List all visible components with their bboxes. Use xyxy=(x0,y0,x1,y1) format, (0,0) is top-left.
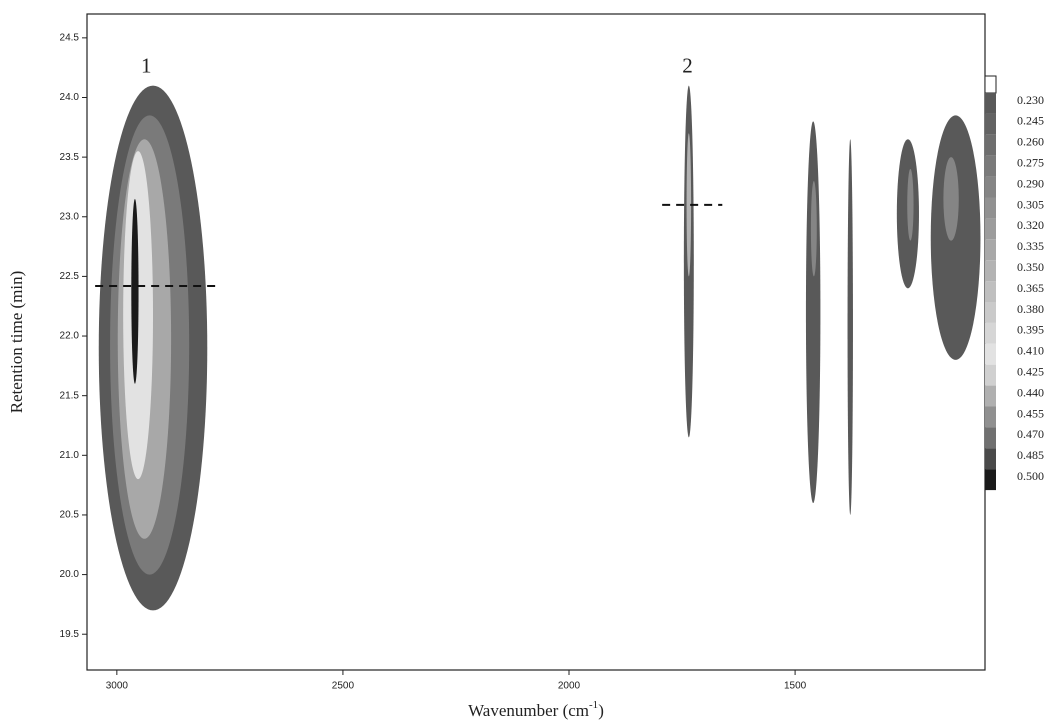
colorbar-segment xyxy=(985,155,996,177)
colorbar-label: 0.365 xyxy=(1017,281,1044,295)
colorbar-label: 0.245 xyxy=(1017,114,1044,128)
colorbar-segment xyxy=(985,113,996,135)
x-tick-label: 2000 xyxy=(558,681,581,692)
colorbar-segment xyxy=(985,260,996,282)
colorbar-label: 0.275 xyxy=(1017,155,1044,169)
contour-region xyxy=(810,180,817,277)
colorbar-label: 0.440 xyxy=(1017,385,1044,399)
colorbar-segment xyxy=(985,364,996,386)
colorbar-segment xyxy=(985,239,996,261)
colorbar-segment xyxy=(985,176,996,198)
x-tick-label: 2500 xyxy=(332,681,355,692)
colorbar-label: 0.260 xyxy=(1017,135,1044,149)
colorbar-label: 0.410 xyxy=(1017,344,1044,358)
y-axis-label: Retention time (min) xyxy=(7,271,26,414)
colorbar-segment xyxy=(985,93,996,114)
colorbar-segment xyxy=(985,302,996,323)
contour-region xyxy=(131,198,139,384)
colorbar-segment xyxy=(985,385,996,407)
x-label-sup: -1 xyxy=(589,699,598,711)
colorbar-segment xyxy=(985,427,996,449)
colorbar-label: 0.425 xyxy=(1017,364,1044,378)
contour-region xyxy=(686,133,692,277)
x-label-text: Wavenumber (cm xyxy=(468,701,589,720)
x-label-end: ) xyxy=(598,701,604,720)
colorbar-label: 0.380 xyxy=(1017,302,1044,316)
contour-region xyxy=(907,169,914,241)
y-tick-label: 23.5 xyxy=(60,152,80,163)
colorbar-label: 0.350 xyxy=(1017,260,1044,274)
colorbar-label: 0.500 xyxy=(1017,469,1044,483)
colorbar-blank xyxy=(984,75,997,94)
colorbar-label: 0.470 xyxy=(1017,427,1044,441)
y-tick-label: 22.0 xyxy=(60,331,80,342)
colorbar-segment xyxy=(985,134,996,156)
colorbar-label: 0.320 xyxy=(1017,218,1044,232)
colorbar-label: 0.230 xyxy=(1017,93,1044,107)
y-tick-label: 22.5 xyxy=(60,271,80,282)
y-tick-label: 24.0 xyxy=(60,92,80,103)
contour-region xyxy=(943,157,959,241)
y-tick-label: 21.5 xyxy=(60,390,80,401)
x-tick-label: 3000 xyxy=(106,681,129,692)
y-tick-label: 24.5 xyxy=(60,32,80,43)
colorbar-label: 0.290 xyxy=(1017,176,1044,190)
annotation: 1 xyxy=(141,53,152,77)
colorbar-segment xyxy=(985,343,996,365)
colorbar-label: 0.485 xyxy=(1017,448,1044,462)
colorbar-label: 0.395 xyxy=(1017,323,1044,337)
contour-region xyxy=(930,115,981,360)
colorbar-segment xyxy=(985,197,996,219)
x-axis-label: Wavenumber (cm-1) xyxy=(468,699,604,720)
y-tick-label: 23.0 xyxy=(60,211,80,222)
colorbar-label: 0.305 xyxy=(1017,197,1044,211)
colorbar-segment xyxy=(985,322,996,344)
contour-region xyxy=(805,121,821,504)
y-tick-label: 21.0 xyxy=(60,450,80,461)
colorbar-label: 0.455 xyxy=(1017,406,1044,420)
y-tick-label: 19.5 xyxy=(60,629,80,640)
colorbar-segment xyxy=(985,281,996,302)
annotation: 2 xyxy=(682,53,693,77)
y-tick-label: 20.0 xyxy=(60,569,80,580)
contour-region xyxy=(847,139,853,515)
x-tick-label: 1500 xyxy=(784,681,807,692)
colorbar-segment xyxy=(985,448,996,470)
colorbar-label: 0.335 xyxy=(1017,239,1044,253)
colorbar-segment xyxy=(985,218,996,240)
colorbar-segment xyxy=(985,469,996,491)
y-tick-label: 20.5 xyxy=(60,510,80,521)
colorbar-segment xyxy=(985,406,996,428)
